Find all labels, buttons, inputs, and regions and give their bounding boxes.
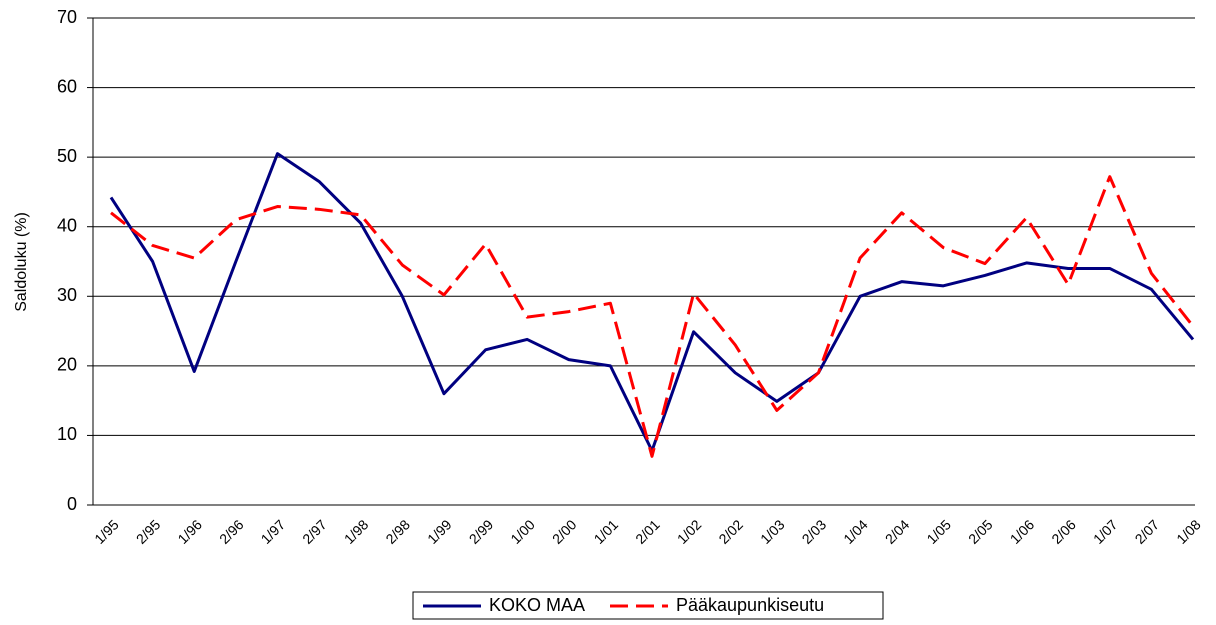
- y-tick-label: 40: [57, 215, 77, 235]
- y-tick-label: 0: [67, 494, 77, 514]
- x-tick-label: 1/04: [840, 516, 871, 547]
- x-tick-label: 1/07: [1090, 516, 1121, 547]
- x-tick-label: 2/96: [216, 516, 247, 547]
- x-tick-label: 1/01: [591, 516, 622, 547]
- legend-label: Pääkaupunkiseutu: [676, 595, 824, 615]
- series-line: [109, 152, 1195, 453]
- x-tick-label: 1/98: [341, 516, 372, 547]
- x-tick-label: 1/97: [258, 516, 289, 547]
- x-tick-label: 1/96: [174, 516, 205, 547]
- x-tick-label: 1/00: [507, 516, 538, 547]
- y-axis-label: Saldoluku (%): [13, 212, 30, 312]
- x-tick-label: 2/05: [965, 516, 996, 547]
- x-tick-label: 1/95: [91, 516, 122, 547]
- x-tick-label: 1/03: [757, 516, 788, 547]
- x-tick-label: 1/02: [674, 516, 705, 547]
- x-tick-label: 1/05: [923, 516, 954, 547]
- x-tick-label: 2/06: [1048, 516, 1079, 547]
- x-tick-label: 1/06: [1007, 516, 1038, 547]
- x-tick-label: 1/99: [424, 516, 455, 547]
- y-tick-label: 70: [57, 7, 77, 27]
- y-tick-label: 20: [57, 355, 77, 375]
- legend-label: KOKO MAA: [489, 595, 585, 615]
- y-tick-label: 30: [57, 285, 77, 305]
- y-tick-label: 10: [57, 424, 77, 444]
- x-tick-label: 2/98: [382, 516, 413, 547]
- y-tick-label: 50: [57, 146, 77, 166]
- x-tick-label: 2/02: [715, 516, 746, 547]
- x-tick-label: 2/01: [632, 516, 663, 547]
- y-tick-label: 60: [57, 76, 77, 96]
- x-tick-label: 2/04: [882, 516, 913, 547]
- x-tick-label: 2/07: [1132, 516, 1163, 547]
- x-tick-label: 2/97: [299, 516, 330, 547]
- x-tick-label: 2/99: [466, 516, 497, 547]
- x-tick-label: 2/03: [799, 516, 830, 547]
- x-tick-label: 2/95: [133, 516, 164, 547]
- series-line: [110, 175, 1195, 458]
- x-tick-label: 2/00: [549, 516, 580, 547]
- x-tick-label: 1/08: [1173, 516, 1204, 547]
